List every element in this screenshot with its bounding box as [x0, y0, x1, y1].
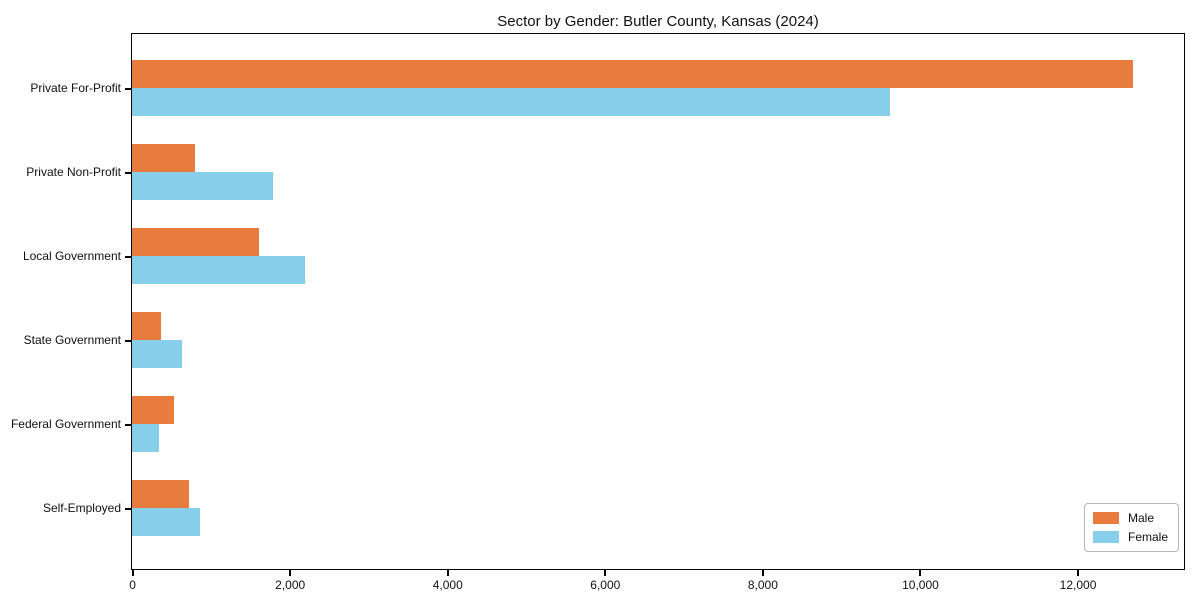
y-tick-label: Private For-Profit — [30, 80, 121, 95]
y-tick-mark — [125, 87, 131, 90]
y-tick-label: Local Government — [22, 248, 121, 263]
x-tick-mark — [289, 570, 292, 576]
bar-male-2 — [132, 144, 196, 172]
y-tick-label: Federal Government — [10, 416, 121, 431]
x-tick-label: 6,000 — [590, 578, 621, 592]
y-tick-label: State Government — [23, 332, 121, 347]
y-tick-mark — [125, 255, 131, 258]
legend-item-female: Female — [1092, 530, 1168, 544]
legend-swatch-male — [1092, 512, 1119, 524]
x-tick-mark — [761, 570, 764, 576]
x-tick-label: 2,000 — [275, 578, 306, 592]
y-tick-mark — [125, 507, 131, 510]
y-tick-label: Self-Employed — [42, 500, 121, 515]
x-tick-label: 12,000 — [1059, 578, 1097, 592]
bar-female-4 — [132, 340, 183, 368]
bar-male-3 — [132, 228, 259, 256]
legend-swatch-female — [1092, 531, 1119, 543]
x-tick-mark — [1077, 570, 1080, 576]
bar-male-4 — [132, 312, 162, 340]
plot-area: Male Female — [131, 33, 1185, 570]
x-tick-label: 0 — [129, 578, 136, 592]
legend: Male Female — [1083, 503, 1179, 552]
x-tick-mark — [919, 570, 922, 576]
x-tick-mark — [604, 570, 607, 576]
bar-female-1 — [132, 88, 890, 116]
bar-male-1 — [132, 60, 1133, 88]
bar-male-6 — [132, 480, 189, 508]
legend-label-female: Female — [1127, 530, 1168, 544]
bar-male-5 — [132, 396, 174, 424]
x-tick-mark — [446, 570, 449, 576]
x-tick-label: 4,000 — [432, 578, 463, 592]
chart-title: Sector by Gender: Butler County, Kansas … — [497, 13, 819, 30]
x-tick-mark — [131, 570, 134, 576]
legend-item-male: Male — [1092, 511, 1168, 525]
bar-female-5 — [132, 424, 159, 452]
bar-female-3 — [132, 256, 306, 284]
y-tick-mark — [125, 423, 131, 426]
x-tick-label: 10,000 — [902, 578, 939, 592]
y-tick-mark — [125, 339, 131, 342]
y-tick-label: Private Non-Profit — [26, 164, 121, 179]
y-tick-mark — [125, 171, 131, 174]
bar-female-6 — [132, 508, 200, 536]
x-tick-label: 8,000 — [747, 578, 778, 592]
legend-label-male: Male — [1127, 511, 1154, 525]
bar-female-2 — [132, 172, 274, 200]
